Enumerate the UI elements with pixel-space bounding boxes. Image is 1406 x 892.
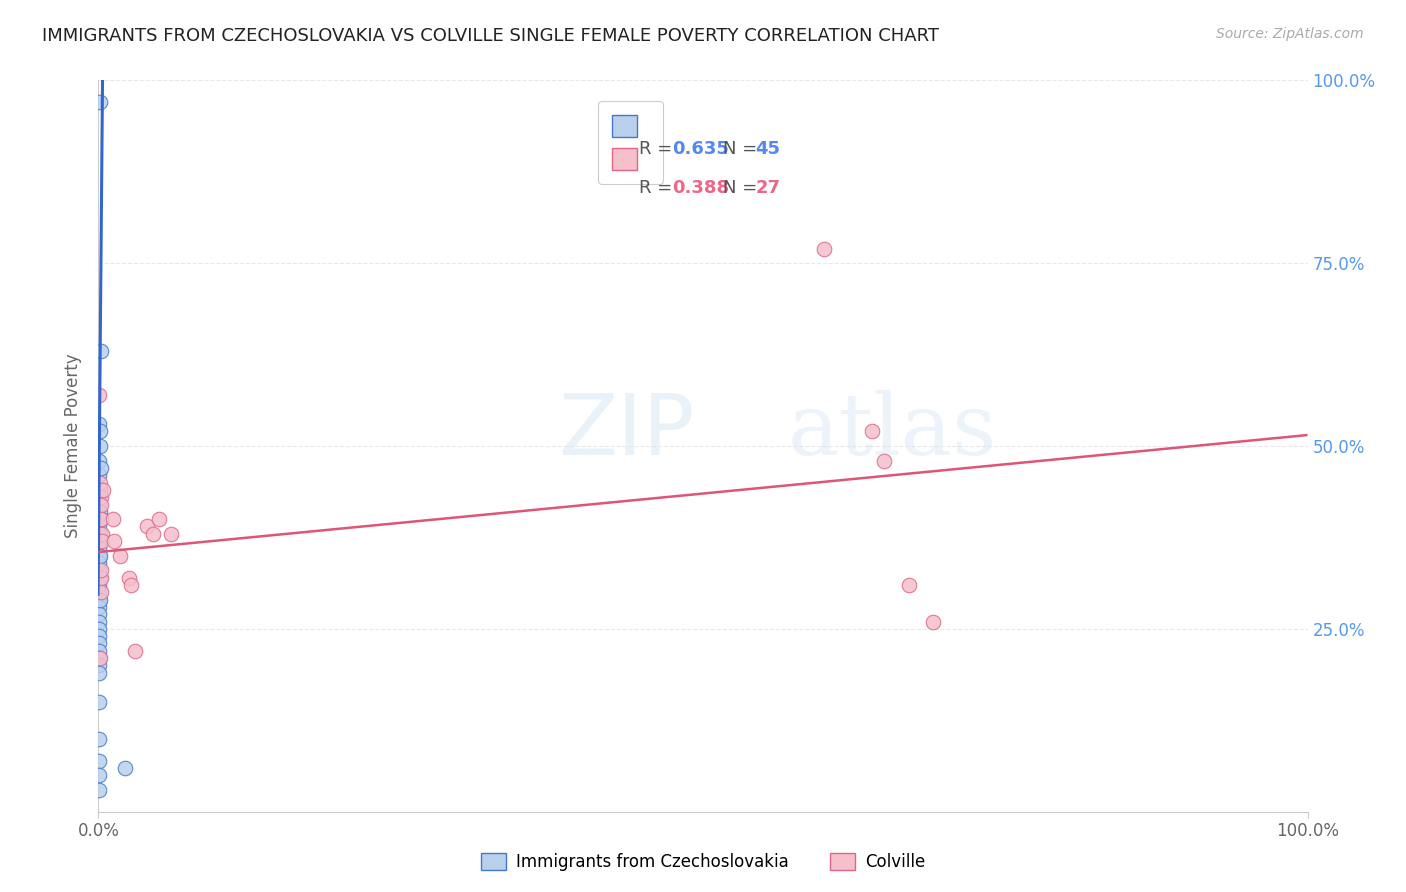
Point [89, 629, 111, 643]
Point [89, 556, 111, 570]
Point [89, 388, 111, 402]
Point [87, 549, 110, 563]
Point [90, 498, 112, 512]
Point [89, 453, 111, 467]
Point [89, 615, 111, 629]
Point [90, 571, 112, 585]
Point [87, 607, 110, 622]
Point [89, 95, 111, 110]
Point [91, 526, 114, 541]
Point [87, 695, 110, 709]
Point [87, 571, 110, 585]
Text: 27: 27 [755, 178, 780, 196]
Point [87, 768, 110, 782]
Point [89, 578, 111, 592]
Point [135, 519, 157, 533]
Point [90, 461, 112, 475]
Point [89, 505, 111, 519]
Point [89, 490, 111, 504]
Point [89, 592, 111, 607]
Point [89, 754, 111, 768]
Point [91, 534, 114, 549]
Point [860, 425, 883, 439]
Point [87, 519, 110, 533]
Point [118, 571, 141, 585]
Point [89, 425, 111, 439]
Point [89, 439, 111, 453]
Point [124, 644, 146, 658]
Text: R =: R = [638, 140, 678, 159]
Point [120, 578, 142, 592]
Point [89, 498, 111, 512]
Legend: Immigrants from Czechoslovakia, Colville: Immigrants from Czechoslovakia, Colville [472, 845, 934, 880]
Point [90, 490, 112, 504]
Point [921, 615, 943, 629]
Point [87, 658, 110, 673]
Point [89, 526, 111, 541]
Point [114, 761, 136, 775]
Point [873, 453, 896, 467]
Point [89, 592, 111, 607]
Point [87, 599, 110, 614]
Point [101, 512, 124, 526]
Point [148, 512, 170, 526]
Point [89, 526, 111, 541]
Point [87, 563, 110, 577]
Point [89, 651, 111, 665]
Text: N =: N = [723, 178, 763, 196]
Point [142, 526, 165, 541]
Point [87, 644, 110, 658]
Point [108, 549, 131, 563]
Point [103, 534, 125, 549]
Point [89, 665, 111, 680]
Text: 45: 45 [755, 140, 780, 159]
Text: IMMIGRANTS FROM CZECHOSLOVAKIA VS COLVILLE SINGLE FEMALE POVERTY CORRELATION CHA: IMMIGRANTS FROM CZECHOSLOVAKIA VS COLVIL… [42, 27, 939, 45]
Point [90, 585, 112, 599]
Point [87, 512, 110, 526]
Point [87, 622, 110, 636]
Point [89, 549, 111, 563]
Text: ZIP: ZIP [558, 390, 695, 473]
Point [90, 343, 112, 358]
Text: atlas: atlas [787, 390, 997, 473]
Point [89, 475, 111, 490]
Point [813, 242, 835, 256]
Point [897, 578, 920, 592]
Point [89, 651, 111, 665]
Point [89, 782, 111, 797]
Point [90, 563, 112, 577]
Text: N =: N = [723, 140, 763, 159]
Point [87, 417, 110, 431]
Y-axis label: Single Female Poverty: Single Female Poverty [65, 354, 83, 538]
Legend: , : , [599, 101, 662, 184]
Text: 0.388: 0.388 [672, 178, 730, 196]
Point [87, 468, 110, 483]
Point [89, 571, 111, 585]
Text: Source: ZipAtlas.com: Source: ZipAtlas.com [1216, 27, 1364, 41]
Point [87, 636, 110, 650]
Point [90, 512, 112, 526]
Point [89, 541, 111, 556]
Point [90, 512, 112, 526]
Text: 0.635: 0.635 [672, 140, 730, 159]
Point [91, 483, 114, 497]
Point [89, 483, 111, 497]
Text: R =: R = [638, 178, 678, 196]
Point [87, 585, 110, 599]
Point [87, 731, 110, 746]
Point [87, 534, 110, 549]
Point [160, 526, 183, 541]
